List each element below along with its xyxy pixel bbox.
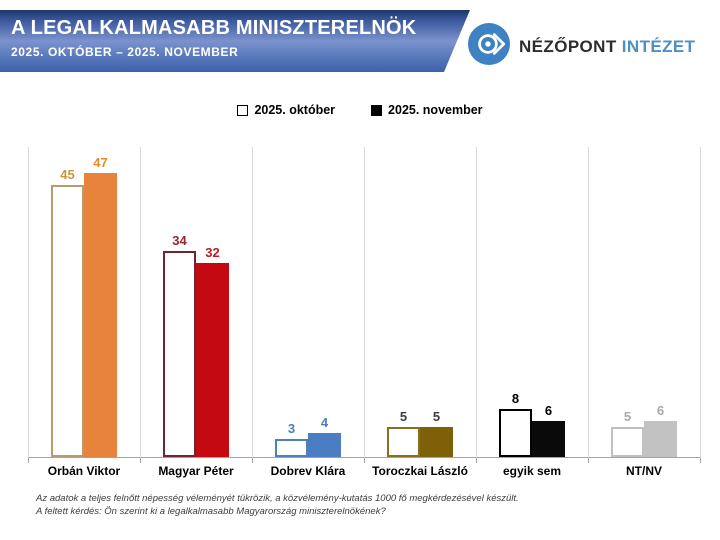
bar-toroczkai-l-szl-november [420,427,453,457]
gridline [28,147,29,458]
axis-tick [588,458,589,463]
category-label-dobrev-kl-ra: Dobrev Klára [270,464,346,478]
category-label-toroczkai-l-szl: Toroczkai László [372,464,468,478]
axis-tick [252,458,253,463]
legend-label: 2025. november [388,103,483,117]
bar-orb-n-viktor-november [84,173,117,457]
gridline [588,147,589,458]
legend-item-october: 2025. október [237,103,335,117]
bar-egyik-sem-november-value: 6 [544,403,553,418]
footnote-line-1: Az adatok a teljes felnőtt népesség véle… [36,493,519,504]
axis-tick [700,458,701,463]
bar-magyar-p-ter-november-value: 32 [205,245,220,260]
bar-egyik-sem-november [532,421,565,457]
bar-magyar-p-ter-november [196,263,229,457]
category-label-magyar-p-ter: Magyar Péter [158,464,234,478]
plot-area: 45 47 34 32 3 4 5 5 8 6 5 6 [28,147,701,463]
category-labels: Orbán Viktor Magyar Péter Dobrev Klára Toro… [28,464,700,478]
axis-tick [140,458,141,463]
gridline [476,147,477,458]
category-label-egyik-sem: egyik sem [502,464,562,478]
bar-dobrev-kl-ra-november-value: 4 [320,415,329,430]
nezopont-logo: NÉZŐPONT INTÉZET [468,23,695,70]
axis-tick [364,458,365,463]
page-subtitle: 2025. OKTÓBER – 2025. NOVEMBER [11,45,239,59]
bar-toroczkai-l-szl-oktober-value: 5 [399,409,408,424]
logo-text-secondary: INTÉZET [621,36,696,56]
category-label-nt-nv: NT/NV [626,464,662,478]
bar-egyik-sem-oktober-value: 8 [511,391,520,406]
header-banner: A LEGALKALMASABB MINISZTERELNÖK 2025. OK… [0,10,470,72]
bar-nt-nv-oktober [611,427,644,457]
axis-tick [28,458,29,463]
bar-orb-n-viktor-november-value: 47 [93,155,108,170]
bar-nt-nv-november-value: 6 [656,403,665,418]
bar-nt-nv-oktober-value: 5 [623,409,632,424]
chart-legend: 2025. október 2025. november [0,103,720,117]
nezopont-eye-icon [468,23,510,70]
gridline [252,147,253,458]
bar-dobrev-kl-ra-november [308,433,341,457]
legend-label: 2025. október [254,103,336,117]
bar-magyar-p-ter-oktober-value: 34 [172,233,187,248]
bar-egyik-sem-oktober [499,409,532,457]
bar-dobrev-kl-ra-oktober-value: 3 [287,421,296,436]
legend-swatch-filled [371,104,383,116]
legend-swatch-outlined [237,104,249,116]
gridline [140,147,141,458]
bar-dobrev-kl-ra-oktober [275,439,308,457]
gridline [700,147,701,458]
logo-wordmark: NÉZŐPONT INTÉZET [519,37,695,57]
legend-item-november: 2025. november [371,103,483,117]
footnote-line-2: A feltett kérdés: Ön szerint ki a legalk… [36,505,386,517]
bar-orb-n-viktor-oktober-value: 45 [60,167,75,182]
bar-orb-n-viktor-oktober [51,185,84,457]
bar-toroczkai-l-szl-november-value: 5 [432,409,441,424]
axis-tick [476,458,477,463]
footnote: Az adatok a teljes felnőtt népesség véle… [36,493,519,518]
category-label-orb-n-viktor: Orbán Viktor [47,464,121,478]
bar-nt-nv-november [644,421,677,457]
bar-magyar-p-ter-oktober [163,251,196,457]
gridline [364,147,365,458]
page-title: A LEGALKALMASABB MINISZTERELNÖK [11,17,417,39]
logo-text-primary: NÉZŐPONT [519,36,617,56]
bar-toroczkai-l-szl-oktober [387,427,420,457]
